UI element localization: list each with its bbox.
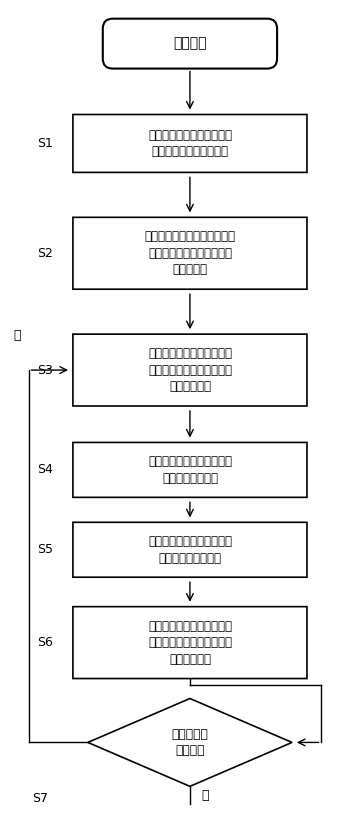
Text: S7: S7 <box>33 792 49 805</box>
Text: 初始化并构建卸载延迟模型、
节点性能估计模型、任务需
求估计模型: 初始化并构建卸载延迟模型、 节点性能估计模型、任务需 求估计模型 <box>144 231 235 276</box>
Text: 建立拥有多个移动边缘节点
设备的协同计算网络系统: 建立拥有多个移动边缘节点 设备的协同计算网络系统 <box>148 129 232 158</box>
Text: 否: 否 <box>13 328 20 341</box>
Text: 是否有新的
卸载请求: 是否有新的 卸载请求 <box>171 728 208 757</box>
Text: 使用本次卸载的实际延迟更
新节点性能估计模型: 使用本次卸载的实际延迟更 新节点性能估计模型 <box>148 535 232 565</box>
FancyBboxPatch shape <box>103 19 277 68</box>
Text: 任务卸载至算法所选目标，
观察实际卸载延迟: 任务卸载至算法所选目标， 观察实际卸载延迟 <box>148 455 232 485</box>
Text: 使用基于对抗型多臂老虎机
的强化学习方法进行卸载目
标的在线选择: 使用基于对抗型多臂老虎机 的强化学习方法进行卸载目 标的在线选择 <box>148 347 232 393</box>
FancyBboxPatch shape <box>73 114 307 173</box>
Text: S6: S6 <box>37 636 53 649</box>
Text: S1: S1 <box>37 137 53 150</box>
FancyBboxPatch shape <box>73 443 307 497</box>
Text: S4: S4 <box>37 464 53 477</box>
FancyBboxPatch shape <box>73 334 307 406</box>
FancyBboxPatch shape <box>73 606 307 679</box>
FancyBboxPatch shape <box>73 522 307 577</box>
Polygon shape <box>88 698 292 786</box>
FancyBboxPatch shape <box>73 218 307 289</box>
Text: 算法开始: 算法开始 <box>173 37 207 51</box>
Text: S5: S5 <box>37 544 53 557</box>
Text: S2: S2 <box>37 247 53 260</box>
Text: 是: 是 <box>201 789 209 802</box>
Text: S3: S3 <box>37 363 53 377</box>
Text: 中心节点使用更新后的节点
性能估计模型作为下一次卸
载的行为依据: 中心节点使用更新后的节点 性能估计模型作为下一次卸 载的行为依据 <box>148 619 232 666</box>
